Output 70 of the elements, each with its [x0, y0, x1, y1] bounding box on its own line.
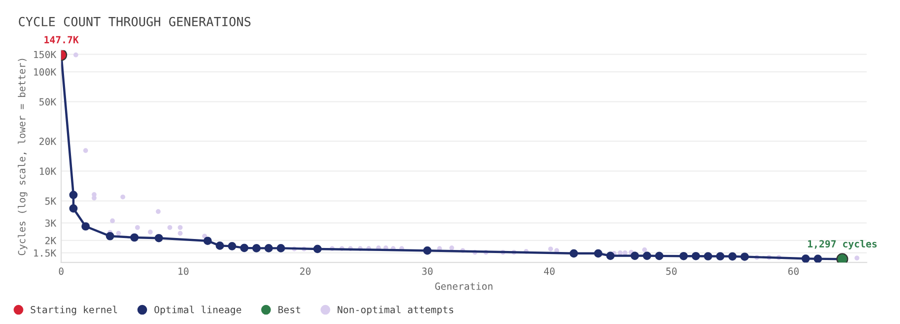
chart-title: CYCLE COUNT THROUGH GENERATIONS [18, 16, 250, 26]
legend-label: Best [278, 306, 300, 314]
y-tick-label: 20K [40, 138, 56, 146]
point [423, 246, 432, 255]
y-tick-label: 5K [45, 198, 56, 205]
point [116, 230, 121, 236]
point [120, 194, 126, 200]
y-tick-label: 50K [39, 98, 56, 106]
point [802, 254, 810, 262]
point [92, 196, 97, 200]
point [73, 52, 78, 58]
point [156, 209, 161, 214]
x-tick-label: 50 [666, 268, 677, 275]
point [728, 252, 737, 261]
point [276, 244, 286, 252]
point [449, 246, 454, 250]
point [69, 204, 78, 213]
y-tick-label: 3K [45, 219, 56, 227]
point [228, 242, 236, 250]
point [630, 252, 639, 260]
y-tick-label: 150K [34, 50, 56, 58]
point [594, 249, 602, 258]
point [704, 252, 712, 260]
y-tick-label: 1.5K [34, 249, 56, 257]
point [69, 190, 78, 200]
point [854, 256, 860, 260]
annotation: 147.7K [44, 36, 79, 44]
x-tick-label: 60 [788, 268, 799, 275]
y-tick-label: 2K [45, 236, 56, 244]
point [692, 252, 700, 260]
point [130, 233, 139, 242]
x-tick-label: 30 [422, 268, 433, 275]
point [252, 244, 261, 252]
point [240, 244, 248, 252]
point [264, 244, 273, 252]
x-tick-label: 40 [544, 268, 555, 275]
point [178, 225, 183, 230]
point [655, 252, 664, 260]
x-tick-label: 0 [58, 268, 64, 275]
x-tick-label: 20 [300, 268, 311, 275]
point [110, 218, 115, 224]
annotation: 1,297 cycles [808, 240, 877, 250]
point [313, 244, 322, 254]
point [740, 252, 749, 261]
point [148, 230, 153, 234]
legend-label: Optimal lineage [154, 306, 242, 316]
point [642, 252, 652, 260]
legend-label: Non-optimal attempts [338, 306, 454, 316]
y-axis-title: Cycles (log scale, lower = better) [18, 58, 28, 256]
point [203, 236, 212, 246]
point [106, 232, 114, 240]
y-tick-label: 10K [40, 168, 56, 175]
x-tick-label: 10 [178, 268, 188, 275]
y-tick-label: 100K [34, 68, 56, 76]
point [135, 225, 140, 230]
point [83, 148, 88, 153]
point [814, 254, 822, 262]
point [548, 246, 554, 252]
point [167, 225, 172, 230]
point [642, 247, 647, 252]
point [679, 252, 688, 260]
point [216, 242, 224, 250]
x-axis-title: Generation [435, 282, 492, 290]
point [716, 252, 724, 260]
point [570, 249, 578, 258]
point [606, 252, 615, 260]
point [81, 222, 90, 231]
legend-label: Starting kernel [30, 306, 117, 316]
point [178, 230, 183, 236]
point [154, 234, 164, 242]
